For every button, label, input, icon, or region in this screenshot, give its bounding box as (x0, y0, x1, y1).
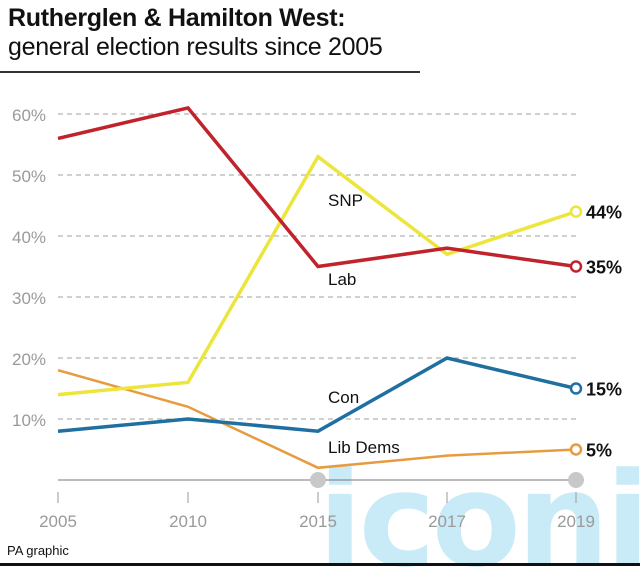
x-tick-label: 2017 (428, 512, 466, 531)
x-tick-label: 2005 (39, 512, 77, 531)
end-value-label: 5% (586, 441, 612, 461)
series-line-lib-dems (57, 368, 577, 470)
y-tick-label: 30% (12, 289, 46, 308)
end-marker-con (569, 382, 583, 395)
credit-text: PA graphic (7, 543, 69, 558)
y-tick-label: 50% (12, 167, 46, 186)
chart-title: Rutherglen & Hamilton West: (8, 4, 346, 32)
baseline-marker-dot (310, 472, 326, 488)
watermark-text: iconic (318, 444, 640, 567)
baseline-marker-dot (568, 472, 584, 488)
series-line-con (57, 356, 577, 433)
y-tick-label: 10% (12, 411, 46, 430)
x-tick-label: 2019 (557, 512, 595, 531)
x-tick-label: 2015 (299, 512, 337, 531)
end-value-label: 15% (586, 380, 622, 400)
series-line-snp (57, 154, 577, 397)
y-tick-label: 60% (12, 106, 46, 125)
end-marker-lab (569, 260, 583, 273)
title-divider (0, 71, 420, 73)
chart-subtitle: general election results since 2005 (8, 33, 383, 61)
end-value-label: 44% (586, 203, 622, 223)
series-label: Lab (328, 270, 356, 289)
end-value-label: 35% (586, 258, 622, 278)
end-marker-snp (569, 205, 583, 218)
series-label: SNP (328, 191, 363, 210)
series-label: Con (328, 388, 359, 407)
y-tick-label: 20% (12, 350, 46, 369)
series-line-lab (57, 105, 577, 269)
y-tick-label: 40% (12, 228, 46, 247)
series-label: Lib Dems (328, 438, 400, 457)
x-tick-label: 2010 (169, 512, 207, 531)
end-marker-lib-dems (569, 443, 583, 456)
footer-divider (0, 563, 640, 566)
